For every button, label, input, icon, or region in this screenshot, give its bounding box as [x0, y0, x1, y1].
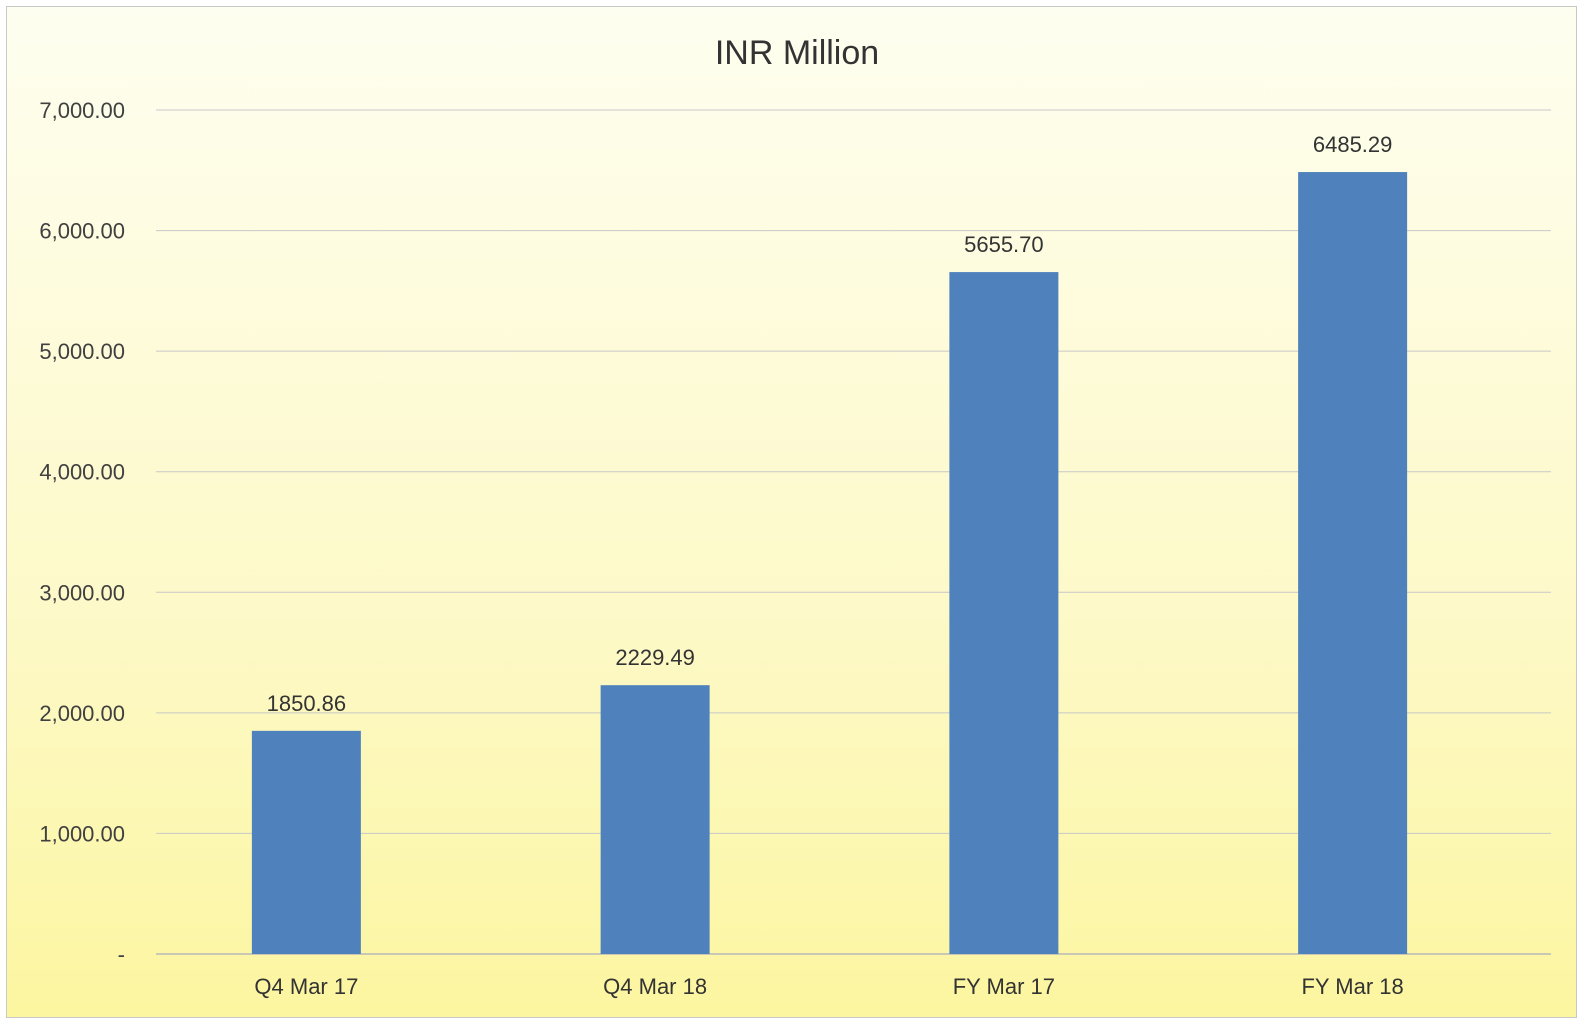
y-tick-label: 7,000.00 — [39, 98, 125, 123]
y-tick-label: 4,000.00 — [39, 460, 125, 485]
bar — [949, 272, 1059, 954]
chart-title: INR Million — [715, 34, 879, 72]
x-tick-label: Q4 Mar 18 — [603, 974, 707, 999]
bar — [1298, 172, 1408, 954]
y-tick-label: 1,000.00 — [39, 821, 125, 846]
y-tick-label: 2,000.00 — [39, 701, 125, 726]
data-label: 6485.29 — [1313, 132, 1393, 157]
data-label: 5655.70 — [964, 232, 1044, 257]
data-labels: 1850.86 2229.49 5655.70 6485.29 — [267, 132, 1393, 716]
bar — [251, 730, 361, 954]
x-axis-ticks: Q4 Mar 17 Q4 Mar 18 FY Mar 17 FY Mar 18 — [254, 974, 1403, 999]
data-label: 2229.49 — [615, 645, 695, 670]
y-tick-label: - — [118, 942, 125, 967]
x-tick-label: FY Mar 17 — [953, 974, 1055, 999]
data-label: 1850.86 — [267, 691, 347, 716]
y-tick-label: 3,000.00 — [39, 580, 125, 605]
y-tick-label: 6,000.00 — [39, 219, 125, 244]
x-tick-label: Q4 Mar 17 — [254, 974, 358, 999]
bars — [251, 172, 1408, 954]
y-axis-ticks: - 1,000.00 2,000.00 3,000.00 4,000.00 5,000.0… — [39, 98, 125, 967]
bar — [600, 685, 710, 954]
x-tick-label: FY Mar 18 — [1301, 974, 1403, 999]
y-tick-label: 5,000.00 — [39, 339, 125, 364]
